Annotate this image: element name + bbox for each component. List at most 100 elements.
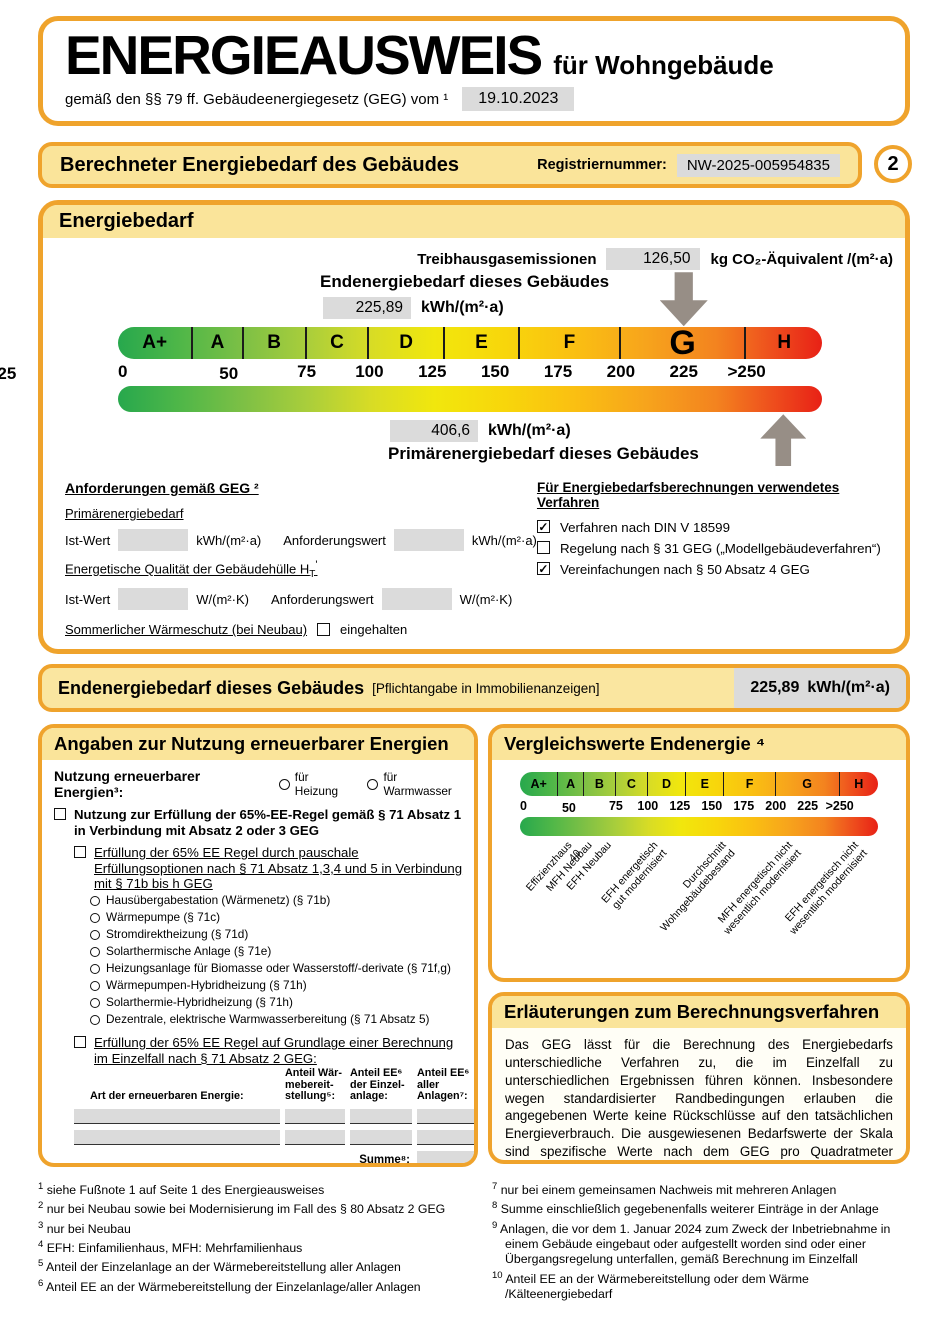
method-checkbox-modellgebaeude[interactable] <box>536 541 550 555</box>
heating-radio[interactable] <box>278 778 290 790</box>
primary-energy-demand-label: Primärenergiebedarf dieses Gebäudes <box>388 444 699 464</box>
explanation-text: Das GEG lässt für die Berechnung des Ene… <box>492 1028 906 1164</box>
scale-band-h: H <box>746 327 821 359</box>
geg-date-field: 19.10.2023 <box>462 87 575 112</box>
final-energy-unit: kWh/(m²·a) <box>421 299 504 317</box>
band-letter: D <box>661 777 671 792</box>
summer-heat-protection-label: Sommerlicher Wärmeschutz (bei Neubau) <box>65 622 308 638</box>
scale-tick: 200 <box>606 362 636 382</box>
option-radio[interactable] <box>90 895 100 906</box>
envelope-actual-value-input[interactable] <box>118 588 189 611</box>
option-radio[interactable] <box>90 997 100 1008</box>
method-label: Regelung nach § 31 GEG („Modellgebäudeve… <box>559 541 881 557</box>
energy-type-input[interactable] <box>74 1129 280 1145</box>
title-row: ENERGIEAUSWEIS für Wohngebäude <box>65 24 883 86</box>
scale-tick: 75 <box>297 362 317 382</box>
band-letter: A+ <box>530 777 547 792</box>
scale-tick: 50 <box>219 364 239 384</box>
scale-band-c: C <box>307 327 370 360</box>
option-hausuebergabestation: Hausübergabestation (Wärmenetz) (§ 71b) <box>90 892 464 909</box>
band-letter: E <box>475 332 488 354</box>
actual-value-input[interactable] <box>118 529 189 552</box>
share-input[interactable] <box>350 1129 412 1145</box>
footnote-text: Anlagen, die vor dem 1. Januar 2024 zum … <box>500 1221 891 1267</box>
summer-heat-protection-option: eingehalten <box>340 622 408 638</box>
scale-band-b: B <box>244 327 307 360</box>
scale-band-g-current: G <box>621 323 747 362</box>
envelope-requirement-value-input[interactable] <box>381 588 452 611</box>
energy-demand-box: Energiebedarf Treibhausgasemissionen 126… <box>0 200 910 655</box>
option-dezentrale-warmwasser: Dezentrale, elektrische Warmwasserbereit… <box>90 1011 464 1028</box>
renewable-content: Nutzung erneuerbarer Energien³: für Heiz… <box>42 760 474 1164</box>
final-energy-value-row: 225,89 kWh/(m²·a) <box>323 297 893 320</box>
band-letter: F <box>563 332 576 354</box>
option-label: Wärmepumpen-Hybridheizung (§ 71h) <box>106 978 307 992</box>
comparison-values-box: Vergleichswerte Endenergie ⁴ A+ A B C D … <box>488 724 910 983</box>
footnote-text: Anteil der Einzelanlage an der Wärmebere… <box>46 1260 401 1275</box>
option-solarthermische-anlage: Solarthermische Anlage (§ 71e) <box>90 943 464 960</box>
einzelfall-checkbox[interactable] <box>74 1036 86 1048</box>
energy-demand-heading: Energiebedarf <box>43 205 905 239</box>
band-letter: G <box>802 777 812 792</box>
share-input[interactable] <box>350 1108 412 1124</box>
energy-class-bar: A+ A B C D E F G H <box>118 323 822 362</box>
footnote-text: nur bei einem gemeinsamen Nachweis mit m… <box>500 1183 837 1198</box>
energy-type-input[interactable] <box>74 1108 280 1124</box>
band-letter: B <box>594 777 604 792</box>
comparison-gradient-bar <box>520 817 878 837</box>
footnote-text: Anteil EE an der Wärmebereitstellung ode… <box>505 1271 809 1301</box>
option-label: Solarthermische Anlage (§ 71e) <box>106 944 272 958</box>
explanation-body-end: ), die im Allgemeinen größer ist als die… <box>505 1162 893 1164</box>
method-checkbox-din-18599[interactable]: ✓ <box>536 519 550 534</box>
method-item: Regelung nach § 31 GEG („Modellgebäudeve… <box>536 541 893 557</box>
option-radio[interactable] <box>90 946 100 957</box>
footnote-number: 8 <box>492 1200 498 1212</box>
share-input[interactable] <box>417 1129 474 1145</box>
banner-value-field: 225,89 kWh/(m²·a) <box>734 668 906 709</box>
law-reference-text: gemäß den §§ 79 ff. Gebäudeenergiegesetz… <box>65 90 449 108</box>
option-radio[interactable] <box>90 963 100 974</box>
scale-band-a-plus: A+ <box>118 327 194 360</box>
requirements-heading: Anforderungen gemäß GEG ² <box>65 480 259 497</box>
usage-option-hot-water: für Warmwasser <box>367 770 464 798</box>
band-letter: A <box>210 332 225 354</box>
pauschal-checkbox[interactable] <box>74 846 86 859</box>
requirement-value-label: Anforderungswert <box>270 591 374 607</box>
sum-input[interactable] <box>417 1150 474 1164</box>
footnote-number: 3 <box>38 1219 44 1231</box>
footnote-number: 6 <box>38 1277 44 1289</box>
share-input[interactable] <box>285 1129 345 1145</box>
final-energy-demand-label: Endenergiebedarf dieses Gebäudes <box>320 272 610 292</box>
hot-water-radio[interactable] <box>367 778 379 790</box>
footnote: 6 Anteil EE an der Wärmebereitstellung d… <box>38 1278 476 1295</box>
share-input[interactable] <box>417 1108 474 1124</box>
geg-requirements-section: Anforderungen gemäß GEG ² Primärenergieb… <box>65 480 537 637</box>
envelope-heading-sub: T <box>309 569 316 581</box>
ghg-label: Treibhausgasemissionen <box>417 250 597 268</box>
method-checkbox-vereinfachungen[interactable]: ✓ <box>536 561 550 576</box>
share-input[interactable] <box>285 1108 345 1124</box>
scale-tick: 0 <box>118 362 128 382</box>
option-radio[interactable] <box>90 929 100 940</box>
band-letter: G <box>669 323 696 362</box>
option-label: Stromdirektheizung (§ 71d) <box>106 927 249 941</box>
option-radio[interactable] <box>90 912 100 923</box>
footnote-number: 2 <box>38 1200 44 1212</box>
option-radio[interactable] <box>90 980 100 991</box>
footnote-number: 5 <box>38 1258 44 1270</box>
scale-tick: 25 <box>0 364 17 384</box>
band-letter: B <box>267 332 281 354</box>
option-biomasse-wasserstoff: Heizungsanlage für Biomasse oder Wassers… <box>90 960 464 977</box>
option-radio[interactable] <box>90 1014 100 1025</box>
requirement-value-input[interactable] <box>393 529 464 552</box>
primary-energy-unit: kWh/(m²·a) <box>488 422 571 440</box>
scale-tick: >250 <box>825 799 854 814</box>
scale-band-a-plus: A+ <box>520 772 559 797</box>
scale-band-f: F <box>724 772 776 797</box>
scale-tick: 150 <box>701 799 723 814</box>
document-title: ENERGIEAUSWEIS <box>65 24 543 86</box>
summer-heat-protection-checkbox[interactable] <box>317 623 331 637</box>
rule-65-checkbox[interactable] <box>54 808 66 821</box>
renewable-table-1: Art der erneuerbaren Energie: Anteil Wär… <box>74 1067 474 1164</box>
